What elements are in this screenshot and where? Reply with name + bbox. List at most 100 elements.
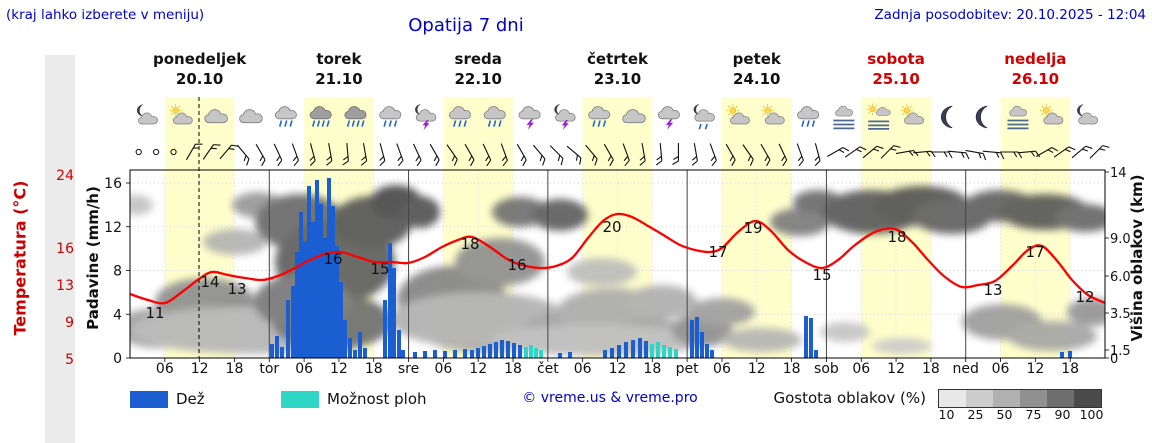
- storm-weather-icon: [658, 107, 679, 130]
- stormnight-weather-icon: [555, 104, 576, 130]
- wind-barb-icon: [396, 143, 404, 167]
- time-axis-label: 06: [852, 361, 870, 377]
- moonrain-weather-icon: [694, 104, 715, 129]
- temp-value-label: 18: [460, 235, 479, 253]
- density-step: [1074, 390, 1101, 407]
- wind-barb-icon: [429, 143, 440, 167]
- cloud-blob: [567, 258, 637, 286]
- rain-bar: [617, 345, 621, 358]
- rain-bar: [358, 332, 362, 358]
- rain-legend-swatch: [130, 391, 168, 408]
- rain-bar: [1068, 351, 1072, 358]
- mooncloud-weather-icon: [137, 105, 157, 124]
- day-date: 23.10: [594, 70, 641, 88]
- day-date: 22.10: [454, 70, 501, 88]
- cloud-density-scale: [938, 389, 1102, 408]
- cloud-axis-label: 3.5: [1110, 307, 1131, 322]
- rain-bar: [638, 338, 642, 358]
- copyright-link[interactable]: © vreme.us & vreme.pro: [522, 390, 698, 406]
- rain-bar: [494, 342, 498, 358]
- rain-bar: [463, 349, 467, 358]
- wind-barb-icon: [672, 143, 679, 165]
- time-axis-label: 18: [1061, 361, 1079, 377]
- day-abbrev-label: čet: [537, 361, 559, 377]
- rain-bar: [319, 204, 323, 358]
- cloud-density-legend-label: Gostota oblakov (%): [773, 389, 926, 407]
- rain-bar: [315, 180, 319, 358]
- temp-axis-label: 16: [56, 241, 74, 257]
- rain-bar: [343, 320, 347, 358]
- day-abbrev-label: sre: [398, 361, 419, 377]
- storm-weather-icon: [519, 107, 540, 130]
- rain-bar: [363, 348, 367, 358]
- wind-barb-icon: [982, 150, 1005, 160]
- density-value: 10: [938, 407, 955, 422]
- precip-axis-label: 16: [104, 176, 122, 192]
- temp-axis-label: 9: [65, 315, 74, 331]
- shower-bar: [529, 345, 533, 358]
- rain-bar: [331, 206, 335, 358]
- wind-barb-icon: [814, 143, 821, 167]
- rain-bar: [291, 286, 295, 358]
- rain-bar: [624, 342, 628, 358]
- rain-bar: [280, 347, 284, 358]
- wind-barb-icon: [639, 143, 646, 166]
- wind-barb-icon: [202, 144, 221, 160]
- rain-bar: [610, 348, 614, 358]
- density-value: 50: [996, 407, 1013, 422]
- cloud-axis-label: 0: [1110, 352, 1118, 367]
- cloud-blob: [689, 298, 755, 326]
- showers-legend-label: Možnost ploh: [327, 390, 427, 408]
- fog-weather-icon: [833, 106, 854, 128]
- wind-barb-icon: [273, 143, 283, 167]
- density-step: [1020, 390, 1047, 407]
- shower-bar: [656, 342, 660, 358]
- temp-value-label: 16: [507, 256, 526, 274]
- day-abbrev-label: tor: [259, 361, 279, 377]
- temp-value-label: 17: [708, 243, 727, 261]
- rain-bar: [453, 350, 457, 358]
- rain-bar: [482, 346, 486, 358]
- shower-bar: [674, 349, 678, 358]
- shower-bar: [662, 345, 666, 358]
- wind-barb-icon: [219, 144, 239, 160]
- rain-bar: [506, 341, 510, 358]
- time-axis-label: 06: [156, 361, 174, 377]
- shower-bar: [524, 347, 528, 358]
- wind-barb-icon: [862, 145, 884, 159]
- axis-ticks: [126, 171, 1109, 362]
- time-axis-label: 12: [887, 361, 905, 377]
- calm-wind-icon: [135, 148, 142, 156]
- wind-barb-icon: [516, 143, 527, 167]
- rain-bar: [700, 332, 704, 358]
- wind-barb-icon: [482, 143, 492, 167]
- rain-bar: [323, 238, 327, 358]
- time-axis-label: 18: [365, 361, 383, 377]
- day-abbrev-label: pet: [676, 361, 700, 377]
- cloud-blob: [130, 195, 153, 215]
- moon-weather-icon: [975, 105, 988, 129]
- time-axis-label: 12: [191, 361, 209, 377]
- wind-barb-icon: [778, 143, 788, 167]
- precip-axis-label: 0: [113, 351, 122, 367]
- wind-barb-icon: [844, 146, 867, 158]
- cloud-blob: [722, 328, 802, 352]
- wind-barb-icon: [566, 145, 582, 165]
- wind-barb-icon: [1053, 146, 1076, 158]
- day-date: 20.10: [176, 70, 223, 88]
- wind-barb-icon: [185, 143, 203, 161]
- temp-value-label: 16: [323, 250, 342, 268]
- day-headers: ponedeljek 20.10 torek 21.10 sreda 22.10 četrt…: [153, 50, 1066, 88]
- rain-bar: [413, 352, 417, 358]
- shower-bar: [539, 350, 543, 358]
- rain-bar: [804, 316, 808, 358]
- time-axis-label: 18: [643, 361, 661, 377]
- day-date: 24.10: [733, 70, 780, 88]
- wind-barb-icon: [827, 147, 850, 157]
- rain-bar: [1060, 352, 1064, 358]
- rain-bar: [339, 282, 343, 358]
- rain-bar: [558, 353, 562, 358]
- rain-bar: [327, 178, 331, 358]
